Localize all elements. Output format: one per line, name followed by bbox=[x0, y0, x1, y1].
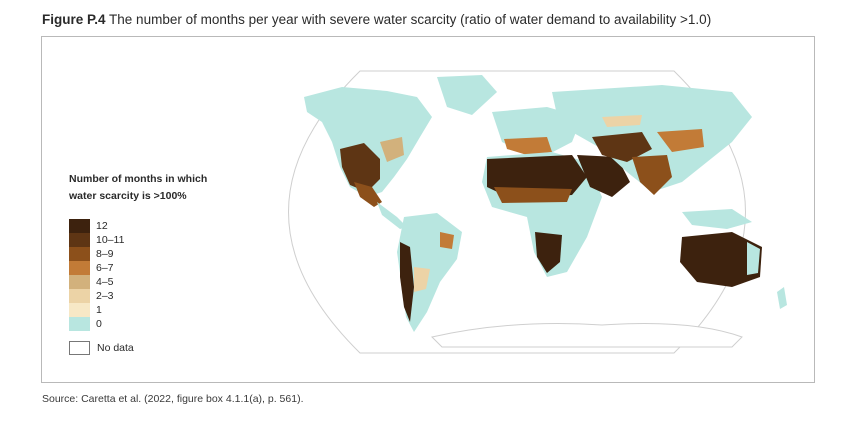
figure-caption: Figure P.4 The number of months per year… bbox=[42, 12, 711, 27]
central-america bbox=[377, 202, 407, 229]
new-zealand bbox=[777, 287, 787, 309]
mexico-arid bbox=[354, 182, 382, 207]
south-america-arid-west bbox=[400, 242, 414, 322]
legend-item: 0 bbox=[69, 317, 124, 331]
legend-swatch bbox=[69, 219, 90, 233]
arabia bbox=[577, 155, 630, 197]
legend-label: 12 bbox=[96, 220, 108, 232]
australia-east-coast bbox=[747, 242, 760, 275]
legend-swatch bbox=[69, 233, 90, 247]
asia bbox=[552, 85, 752, 192]
legend-title: Number of months in which water scarcity… bbox=[69, 171, 229, 205]
antarctica bbox=[431, 323, 743, 348]
legend-item: 2–3 bbox=[69, 289, 124, 303]
greenland bbox=[437, 75, 497, 115]
argentina-mid bbox=[414, 267, 430, 292]
southern-europe bbox=[504, 137, 552, 155]
legend-item: 8–9 bbox=[69, 247, 124, 261]
map-frame: Number of months in which water scarcity… bbox=[41, 36, 815, 383]
legend-swatch bbox=[69, 317, 90, 331]
legend-label: 2–3 bbox=[96, 290, 114, 302]
legend-label: 6–7 bbox=[96, 262, 114, 274]
legend-title-line2: water scarcity is >100% bbox=[69, 190, 187, 202]
great-plains bbox=[380, 137, 404, 162]
legend-swatch bbox=[69, 247, 90, 261]
legend-item: 1 bbox=[69, 303, 124, 317]
legend-label: 10–11 bbox=[96, 234, 125, 246]
figure-label: Figure P.4 bbox=[42, 12, 106, 27]
siberia-patch bbox=[602, 115, 642, 127]
central-asia-arid bbox=[592, 132, 652, 162]
legend-label: 1 bbox=[96, 304, 102, 316]
legend-swatch bbox=[69, 303, 90, 317]
legend-item: 4–5 bbox=[69, 275, 124, 289]
no-data-label: No data bbox=[97, 342, 134, 354]
legend-swatch bbox=[69, 261, 90, 275]
western-us-arid bbox=[340, 143, 380, 192]
legend-label: 0 bbox=[96, 318, 102, 330]
china-north bbox=[657, 129, 704, 152]
legend-swatch bbox=[69, 275, 90, 289]
figure-title: The number of months per year with sever… bbox=[109, 12, 712, 27]
sahel bbox=[494, 187, 572, 203]
southern-africa-arid bbox=[535, 232, 562, 273]
legend: 12 10–11 8–9 6–7 4–5 2–3 1 0 bbox=[69, 219, 124, 331]
source-note: Source: Caretta et al. (2022, figure box… bbox=[42, 393, 304, 405]
indonesia bbox=[682, 209, 752, 229]
legend-item: 12 bbox=[69, 219, 124, 233]
legend-label: 8–9 bbox=[96, 248, 114, 260]
no-data-swatch bbox=[69, 341, 90, 355]
brazil-northeast bbox=[440, 232, 454, 249]
legend-title-line1: Number of months in which bbox=[69, 173, 208, 185]
australia bbox=[680, 232, 762, 287]
south-asia bbox=[632, 155, 672, 195]
legend-label: 4–5 bbox=[96, 276, 114, 288]
north-america bbox=[304, 87, 432, 197]
legend-no-data: No data bbox=[69, 341, 134, 355]
world-map bbox=[288, 70, 787, 354]
legend-item: 10–11 bbox=[69, 233, 124, 247]
legend-swatch bbox=[69, 289, 90, 303]
legend-item: 6–7 bbox=[69, 261, 124, 275]
